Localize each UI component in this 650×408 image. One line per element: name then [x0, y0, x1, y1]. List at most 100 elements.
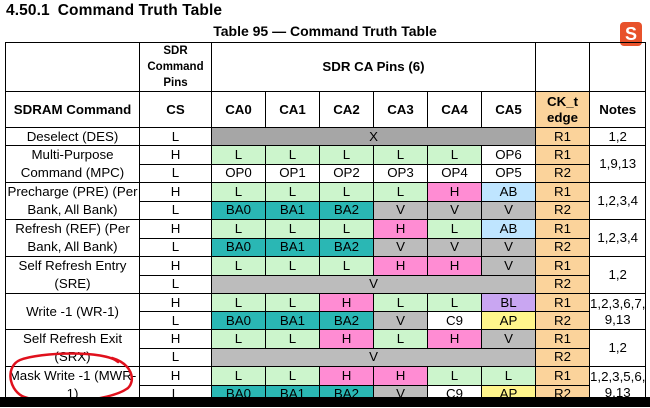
ca-pin-value: AB	[481, 219, 536, 239]
ca-pin-value: L	[265, 219, 320, 239]
command-name: Self Refresh Entry (SRE)	[5, 256, 140, 294]
ca-pin-value: L	[373, 145, 428, 165]
header-ca2: CA2	[319, 91, 374, 128]
notes-value: 1,9,13	[588, 145, 647, 183]
header-ca5: CA5	[481, 91, 536, 128]
command-name: Precharge (PRE) (Per Bank, All Bank)	[5, 182, 140, 220]
notes-value: 1,2	[588, 329, 647, 367]
command-name: Multi-Purpose Command (MPC)	[5, 145, 140, 183]
header-sdram-command: SDRAM Command	[5, 91, 140, 128]
bottom-black-bar	[0, 397, 650, 407]
cs-value: H	[139, 182, 212, 202]
ca-pin-value: BA0	[211, 200, 266, 220]
ca-pin-value: L	[265, 256, 320, 276]
ca-pin-value: OP4	[427, 163, 482, 183]
ca-pin-value: V	[373, 237, 428, 257]
ca-pin-value: L	[319, 145, 374, 165]
header-ca0: CA0	[211, 91, 266, 128]
cs-value: H	[139, 145, 212, 165]
ca-pin-value: L	[211, 329, 266, 349]
ca-pin-value: V	[427, 237, 482, 257]
ck-edge-value: R1	[535, 219, 590, 239]
command-name: Write -1 (WR-1)	[5, 293, 140, 330]
header-empty-cell	[5, 42, 140, 92]
ca-pin-value: H	[427, 329, 482, 349]
ca-pin-value: H	[319, 329, 374, 349]
table-caption: Table 95 — Command Truth Table	[213, 23, 437, 39]
cs-value: L	[139, 200, 212, 220]
ca-pin-value: V	[373, 200, 428, 220]
ca-pins-value: V	[211, 347, 536, 367]
header-cs: CS	[139, 91, 212, 128]
header-empty-cell	[535, 42, 590, 92]
ck-edge-value: R1	[535, 145, 590, 165]
header-ca1: CA1	[265, 91, 320, 128]
ca-pin-value: BA2	[319, 200, 374, 220]
cs-value: L	[139, 274, 212, 294]
ca-pin-value: L	[211, 145, 266, 165]
ck-edge-value: R1	[535, 256, 590, 276]
header-empty-cell	[588, 42, 647, 92]
ca-pin-value: L	[427, 293, 482, 312]
ca-pin-value: L	[265, 145, 320, 165]
command-name: Deselect (DES)	[5, 127, 140, 146]
ck-edge-value: R2	[535, 274, 590, 294]
ca-pin-value: BA0	[211, 311, 266, 330]
ck-edge-value: R1	[535, 127, 590, 146]
ca-pin-value: L	[265, 182, 320, 202]
ca-pin-value: BA2	[319, 311, 374, 330]
section-title: Command Truth Table	[57, 2, 223, 19]
ca-pin-value: OP0	[211, 163, 266, 183]
ca-pin-value: L	[265, 366, 320, 386]
ca-pin-value: AP	[481, 311, 536, 330]
cs-value: L	[139, 237, 212, 257]
ca-pin-value: L	[265, 329, 320, 349]
ck-edge-value: R2	[535, 237, 590, 257]
header-ck-edge: CK_t edge	[535, 91, 590, 128]
header-sdr-ca-pins: SDR CA Pins (6)	[211, 42, 536, 92]
ca-pin-value: L	[373, 182, 428, 202]
s-logo-icon[interactable]: S	[620, 22, 642, 46]
ca-pin-value: BA1	[265, 200, 320, 220]
ca-pin-value: V	[481, 329, 536, 349]
cs-value: L	[139, 311, 212, 330]
ca-pin-value: OP2	[319, 163, 374, 183]
ca-pin-value: L	[373, 293, 428, 312]
ca-pin-value: V	[481, 256, 536, 276]
ca-pin-value: L	[427, 366, 482, 386]
ca-pin-value: V	[427, 200, 482, 220]
ca-pin-value: C9	[427, 311, 482, 330]
ca-pin-value: L	[319, 219, 374, 239]
cs-value: L	[139, 347, 212, 367]
ca-pin-value: H	[373, 256, 428, 276]
ca-pin-value: V	[481, 237, 536, 257]
notes-value: 1,2	[588, 256, 647, 294]
ck-edge-value: R2	[535, 200, 590, 220]
ca-pin-value: V	[373, 311, 428, 330]
cs-value: H	[139, 329, 212, 349]
ck-edge-value: R1	[535, 293, 590, 312]
ca-pin-value: L	[319, 256, 374, 276]
ca-pin-value: H	[373, 366, 428, 386]
ca-pin-value: AB	[481, 182, 536, 202]
notes-value: 1,2	[588, 127, 647, 146]
command-name: Refresh (REF) (Per Bank, All Bank)	[5, 219, 140, 257]
notes-value: 1,2,3,4	[588, 182, 647, 220]
ca-pin-value: L	[211, 219, 266, 239]
ca-pin-value: L	[427, 145, 482, 165]
ca-pin-value: L	[211, 366, 266, 386]
header-ca3: CA3	[373, 91, 428, 128]
ca-pin-value: L	[427, 219, 482, 239]
ck-edge-value: R1	[535, 182, 590, 202]
ca-pins-value: X	[211, 127, 536, 146]
cs-value: H	[139, 256, 212, 276]
ca-pin-value: L	[211, 293, 266, 312]
ck-edge-value: R2	[535, 311, 590, 330]
ca-pin-value: H	[319, 293, 374, 312]
ck-edge-value: R1	[535, 366, 590, 386]
header-ca4: CA4	[427, 91, 482, 128]
ca-pin-value: H	[427, 256, 482, 276]
ca-pin-value: L	[481, 366, 536, 386]
header-notes: Notes	[588, 91, 647, 128]
ca-pin-value: BA2	[319, 237, 374, 257]
